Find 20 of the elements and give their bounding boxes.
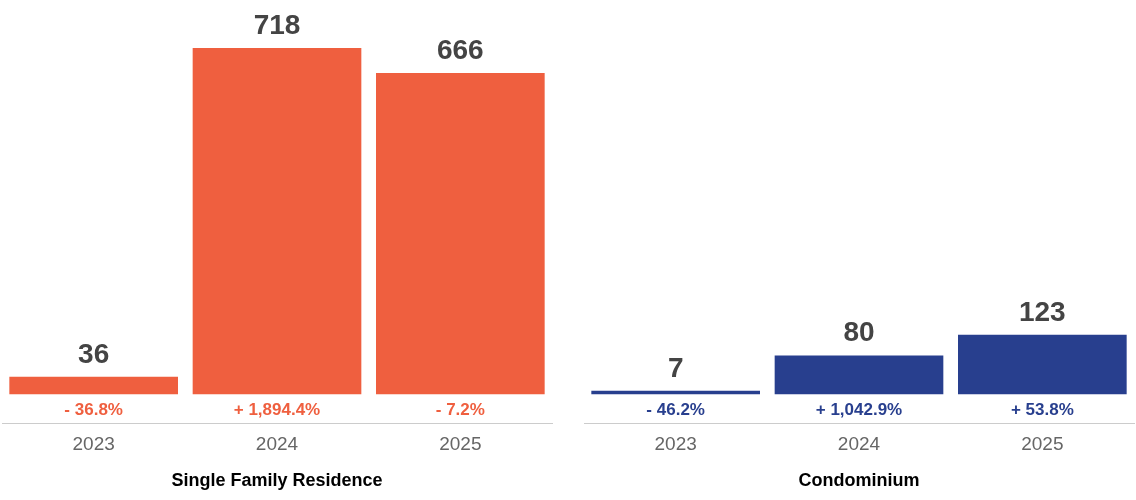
data-label: 718 xyxy=(253,8,301,40)
x-axis-title: Single Family Residence xyxy=(171,470,383,491)
x-tick-label: 2025 xyxy=(439,433,482,455)
x-axis-title: Condominium xyxy=(798,470,920,491)
x-tick-label: 2023 xyxy=(72,433,115,455)
text: - 7.2% xyxy=(435,399,485,419)
data-label: 7 xyxy=(667,351,684,383)
text: + 1,042.9% xyxy=(815,399,903,419)
data-label: 80 xyxy=(843,316,875,348)
x-tick-label: 2023 xyxy=(654,433,697,455)
x-tick-label: 2024 xyxy=(255,433,299,455)
text: + 1,894.4% xyxy=(233,399,321,419)
x-tick-label: 2024 xyxy=(837,433,881,455)
data-label: 666 xyxy=(436,33,484,65)
x-tick-label: 2025 xyxy=(1021,433,1064,455)
text: - 36.8% xyxy=(64,399,123,419)
data-label: 123 xyxy=(1018,295,1066,327)
text: - 46.2% xyxy=(646,399,705,419)
text: + 53.8% xyxy=(1010,399,1074,419)
data-label: 36 xyxy=(78,337,110,369)
